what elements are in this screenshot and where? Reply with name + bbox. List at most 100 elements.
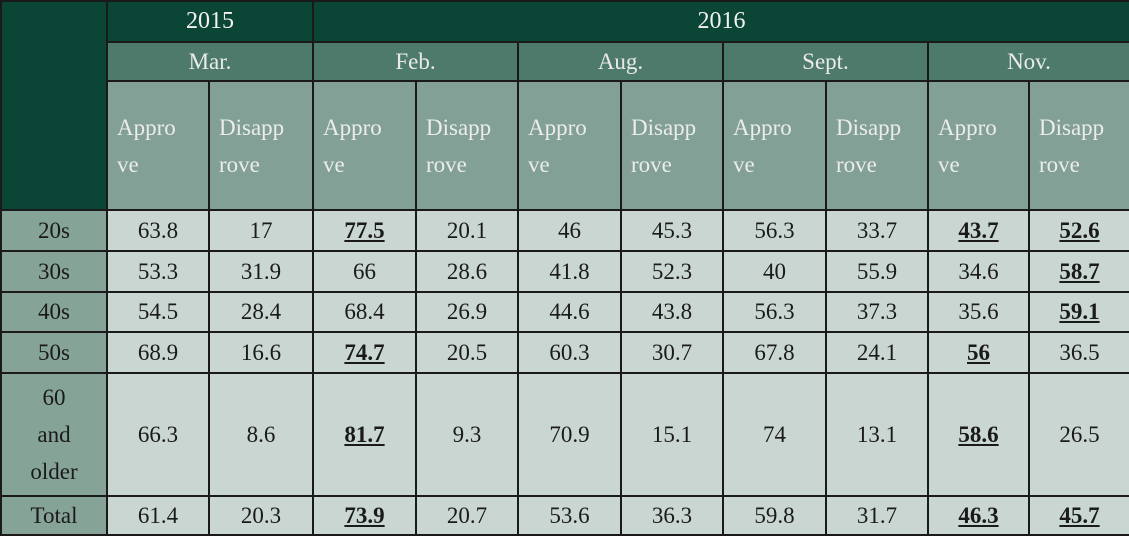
table-cell: 66.3 (106, 372, 210, 497)
row-label: 30s (0, 250, 108, 293)
table-cell: 56.3 (722, 291, 827, 333)
table-cell: 16.6 (208, 331, 314, 374)
table-cell: 20.1 (415, 209, 519, 252)
table-row: 40s 54.5 28.4 68.4 26.9 44.6 43.8 56.3 37.3 35.6 5… (0, 291, 1129, 333)
table-row: 20s 63.8 17 77.5 20.1 46 45.3 56.3 33.7 43.7 52.6 (0, 209, 1129, 252)
table-row: 30s 53.3 31.9 66 28.6 41.8 52.3 40 55.9 34.6 58.7 (0, 250, 1129, 293)
year-header-row: 2015 2016 (0, 0, 1129, 211)
table-cell: 43.7 (927, 209, 1030, 252)
table-cell: 17 (208, 209, 314, 252)
approve-header: Appro ve (517, 80, 622, 211)
table-cell: 45.7 (1028, 495, 1129, 536)
highlighted-value: 52.6 (1059, 217, 1100, 243)
highlighted-value: 74.7 (344, 339, 385, 365)
table-cell: 53.6 (517, 495, 622, 536)
highlighted-value: 46.3 (958, 502, 999, 528)
table-cell: 8.6 (208, 372, 314, 497)
table-cell: 20.5 (415, 331, 519, 374)
table-cell: 35.6 (927, 291, 1030, 333)
table-cell: 30.7 (620, 331, 724, 374)
table-cell: 63.8 (106, 209, 210, 252)
approve-header: Appro ve (722, 80, 827, 211)
row-label: 60 and older (0, 372, 108, 497)
row-label: 40s (0, 291, 108, 333)
table-cell: 52.3 (620, 250, 724, 293)
table-cell: 33.7 (825, 209, 929, 252)
table-row: Total 61.4 20.3 73.9 20.7 53.6 36.3 59.8 31.7 46.… (0, 495, 1129, 536)
table-cell: 26.5 (1028, 372, 1129, 497)
table-cell: 24.1 (825, 331, 929, 374)
disapprove-header: Disapp rove (620, 80, 724, 211)
approve-header: Appro ve (312, 80, 417, 211)
table-cell: 28.4 (208, 291, 314, 333)
table-cell: 56.3 (722, 209, 827, 252)
highlighted-value: 43.7 (958, 217, 999, 243)
table-cell: 60.3 (517, 331, 622, 374)
row-label: 20s (0, 209, 108, 252)
month-header: Feb. (312, 41, 519, 82)
table-cell: 34.6 (927, 250, 1030, 293)
table-cell: 58.6 (927, 372, 1030, 497)
highlighted-value: 59.1 (1059, 299, 1100, 324)
table-cell: 20.3 (208, 495, 314, 536)
table-cell: 40 (722, 250, 827, 293)
highlighted-value: 81.7 (344, 421, 385, 447)
table-row: 50s 68.9 16.6 74.7 20.5 60.3 30.7 67.8 24.1 56 36.… (0, 331, 1129, 374)
table-cell: 68.4 (312, 291, 417, 333)
approve-header: Appro ve (106, 80, 210, 211)
table-cell: 36.5 (1028, 331, 1129, 374)
table-cell: 56 (927, 331, 1030, 374)
table-cell: 52.6 (1028, 209, 1129, 252)
table-cell: 13.1 (825, 372, 929, 497)
table-cell: 55.9 (825, 250, 929, 293)
table-cell: 73.9 (312, 495, 417, 536)
highlighted-value: 56 (967, 339, 990, 365)
highlighted-value: 58.6 (958, 421, 999, 447)
table-cell: 36.3 (620, 495, 724, 536)
table-cell: 59.8 (722, 495, 827, 536)
table-cell: 70.9 (517, 372, 622, 497)
table-row: 60 and older 66.3 8.6 81.7 9.3 70.9 15.1 74 13.1 58… (0, 372, 1129, 497)
table-cell: 61.4 (106, 495, 210, 536)
year-2015: 2015 (106, 0, 314, 43)
table-cell: 44.6 (517, 291, 622, 333)
table-cell: 45.3 (620, 209, 724, 252)
row-label: 50s (0, 331, 108, 374)
month-header: Sept. (722, 41, 929, 82)
table-cell: 46 (517, 209, 622, 252)
disapprove-header: Disapp rove (208, 80, 314, 211)
table-cell: 15.1 (620, 372, 724, 497)
table-cell: 74.7 (312, 331, 417, 374)
table-cell: 53.3 (106, 250, 210, 293)
month-header-row: Mar. Feb. Aug. Sept. Nov. (1, 41, 1129, 82)
table-cell: 74 (722, 372, 827, 497)
approve-header: Appro ve (927, 80, 1030, 211)
highlighted-value: 77.5 (344, 217, 385, 243)
table-cell: 67.8 (722, 331, 827, 374)
disapprove-header: Disapp rove (1028, 80, 1129, 211)
disapprove-header: Disapp rove (825, 80, 929, 211)
table-cell: 46.3 (927, 495, 1030, 536)
approval-table: 2015 2016 Mar. Feb. Aug. Sept. Nov. Appr… (0, 0, 1129, 536)
table-cell: 66 (312, 250, 417, 293)
table-cell: 9.3 (415, 372, 519, 497)
table-cell: 77.5 (312, 209, 417, 252)
sub-header-row: Appro ve Disapp rove Appro ve Disapp rove Appro v… (1, 80, 1129, 211)
table-cell: 59.1 (1028, 291, 1129, 333)
table-cell: 43.8 (620, 291, 724, 333)
table-cell: 81.7 (312, 372, 417, 497)
month-header: Mar. (106, 41, 314, 82)
month-header: Aug. (517, 41, 724, 82)
table-cell: 37.3 (825, 291, 929, 333)
table-cell: 68.9 (106, 331, 210, 374)
month-header: Nov. (927, 41, 1129, 82)
row-label: Total (0, 495, 108, 536)
table-cell: 26.9 (415, 291, 519, 333)
table-cell: 28.6 (415, 250, 519, 293)
table-cell: 31.9 (208, 250, 314, 293)
highlighted-value: 73.9 (344, 502, 385, 528)
table-cell: 41.8 (517, 250, 622, 293)
year-2016: 2016 (312, 0, 1129, 43)
table-cell: 54.5 (106, 291, 210, 333)
table-cell: 20.7 (415, 495, 519, 536)
